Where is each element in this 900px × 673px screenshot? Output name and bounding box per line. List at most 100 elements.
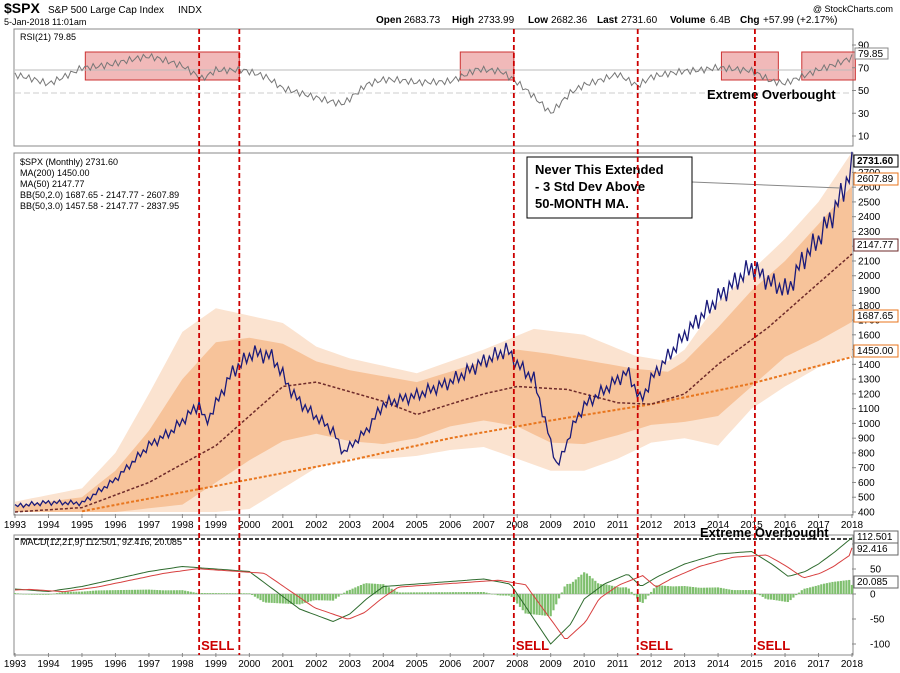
sell-label: SELL (757, 638, 790, 653)
macd-histogram-bar (58, 592, 61, 594)
chart-header: $SPX S&P 500 Large Cap Index INDX 5-Jan-… (4, 0, 893, 27)
macd-histogram-bar (267, 594, 270, 603)
macd-histogram-bar (426, 592, 430, 594)
macd-histogram-bar (638, 594, 642, 602)
header-volume-label: Volume (670, 15, 706, 26)
macd-histogram-bar (613, 586, 616, 594)
macd-histogram-bar (477, 592, 480, 594)
macd-histogram-bar (365, 583, 368, 594)
macd-histogram-bar (845, 580, 848, 594)
macd-tick-label: 0 (870, 590, 876, 601)
macd-histogram-bar (186, 591, 190, 594)
macd-histogram-bar (446, 592, 449, 594)
macd-line (14, 537, 853, 645)
macd-histogram-bar (156, 590, 159, 594)
x-tick-label: 2018 (841, 520, 864, 531)
macd-histogram-bar (214, 593, 217, 594)
x-tick-label: 2017 (807, 520, 830, 531)
macd-histogram-bar (312, 594, 315, 601)
macd-histogram-bar (158, 590, 162, 594)
macd-histogram-bar (848, 579, 851, 594)
macd-histogram-bar (281, 594, 284, 604)
x-tick-label: 1999 (205, 659, 228, 670)
x-tick-label: 2008 (506, 520, 529, 531)
macd-histogram-bar (72, 591, 75, 594)
sell-label: SELL (201, 638, 234, 653)
x-axis-middle: 1993 1994 1995 1996 1997 1998 1999 2000 2001 2002… (4, 514, 864, 531)
macd-histogram-bar (61, 592, 64, 594)
macd-histogram-bar (474, 592, 477, 594)
macd-histogram-bar (97, 590, 100, 594)
macd-histogram-bar (78, 591, 81, 594)
macd-histogram-bar (326, 594, 329, 601)
annotation-line-2: - 3 Std Dev Above (535, 179, 645, 194)
x-tick-label: 2000 (238, 520, 261, 531)
x-tick-label: 2017 (807, 659, 830, 670)
macd-histogram-bar (585, 573, 589, 594)
ma50-line (14, 253, 853, 513)
macd-histogram-bar (343, 592, 346, 594)
x-tick-label: 2006 (439, 520, 462, 531)
macd-histogram-bar (100, 590, 103, 594)
macd-histogram-bar (647, 594, 650, 596)
macd-histogram-bar (393, 590, 396, 594)
x-tick-label: 2010 (573, 520, 596, 531)
macd-histogram-bar (136, 589, 139, 594)
legend-ma200: MA(200) 1450.00 (20, 168, 90, 178)
macd-histogram-bar (555, 594, 558, 605)
macd-histogram-bar (287, 594, 290, 604)
macd-histogram-bar (259, 594, 262, 601)
macd-histogram-bar (599, 584, 602, 594)
bollinger-band-2sd (15, 186, 852, 512)
macd-histogram-bar (471, 592, 474, 594)
header-last-label: Last (597, 15, 618, 26)
macd-histogram-bar (694, 587, 697, 594)
annotation-line-1: Never This Extended (535, 162, 664, 177)
macd-histogram-bar (560, 592, 563, 594)
macd-histogram-bar (103, 590, 106, 594)
macd-histogram-bar (591, 578, 594, 594)
x-tick-label: 2007 (473, 659, 496, 670)
macd-histogram-bar (616, 587, 619, 594)
macd-histogram-bar (253, 594, 257, 597)
macd-histogram-bar (809, 587, 812, 594)
macd-histogram-bar (683, 586, 686, 594)
price-panel-frame (13, 152, 854, 516)
x-tick-label: 2013 (673, 520, 696, 531)
macd-histogram-bar (418, 592, 421, 594)
macd-histogram-bar (80, 591, 84, 594)
macd-histogram-bar (105, 590, 109, 594)
macd-histogram-bar (396, 591, 399, 594)
macd-histogram-bar (92, 590, 95, 594)
macd-panel-frame (13, 534, 854, 656)
header-open: 2683.73 (404, 15, 441, 26)
legend-ma50: MA(50) 2147.77 (20, 179, 85, 189)
x-tick-label: 2011 (607, 659, 629, 670)
macd-histogram-bar (750, 590, 753, 594)
macd-histogram-bar (789, 594, 792, 601)
macd-histogram-bar (256, 594, 259, 599)
macd-histogram-bar (362, 583, 365, 594)
macd-histogram-bar (64, 591, 67, 594)
macd-histogram-bar (831, 581, 834, 594)
macd-histogram-bar (306, 594, 310, 603)
x-tick-label: 2012 (640, 659, 663, 670)
x-tick-label: 2015 (740, 659, 763, 670)
macd-histogram-bar (820, 584, 823, 594)
macd-histogram-bar (225, 593, 229, 594)
macd-histogram-bar (39, 594, 42, 595)
macd-histogram-bar (451, 592, 455, 594)
x-tick-label: 1993 (4, 659, 27, 670)
x-tick-label: 1994 (37, 659, 60, 670)
macd-histogram-bar (209, 593, 212, 594)
price-tick-label: 1200 (858, 389, 881, 400)
macd-tick-label: 50 (870, 565, 882, 576)
price-tick-label: 700 (858, 463, 875, 474)
x-tick-label: 2005 (406, 659, 429, 670)
macd-histogram-bar (290, 594, 293, 604)
macd-histogram-bar (161, 590, 164, 594)
price-tick-label: 500 (858, 493, 875, 504)
x-tick-label: 2018 (841, 659, 864, 670)
macd-histogram-bar (262, 594, 265, 602)
macd-histogram-bar (139, 589, 142, 594)
